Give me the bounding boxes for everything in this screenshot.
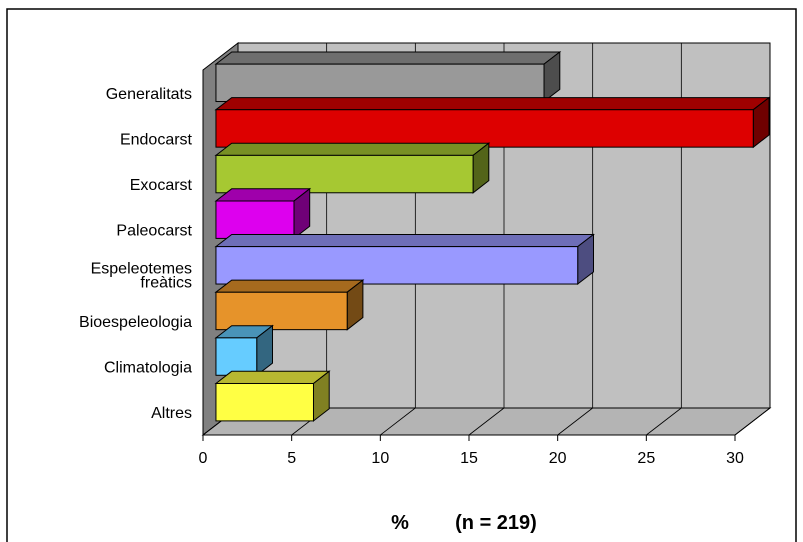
x-tick-label: 0 [199, 450, 208, 467]
bar-front-face [215, 291, 348, 331]
bar-front-face [215, 154, 474, 194]
x-tick-label: 15 [460, 450, 478, 467]
bar-top-face [214, 279, 365, 293]
bar [214, 324, 274, 377]
x-tick-label: 30 [726, 450, 744, 467]
bar-top-face [214, 97, 771, 111]
bar [214, 233, 595, 286]
category-label: Bioespeleologia [79, 314, 192, 331]
x-axis-label-percent: % [391, 512, 409, 534]
bar-top-face [214, 234, 595, 248]
bar [214, 279, 365, 331]
floor-grid-line [734, 407, 771, 436]
category-label-line: Espeleotemes [91, 260, 192, 277]
category-label: Endocarst [120, 131, 193, 148]
category-label: Espeleotemes freàtics [91, 260, 192, 291]
category-label: Paleocarst [116, 223, 192, 240]
bar-front-face [215, 109, 754, 148]
x-tick-label: 5 [287, 450, 296, 467]
bar-top-face [214, 370, 331, 384]
bar-front-face [215, 382, 314, 422]
x-tick-label: 10 [371, 450, 389, 467]
bars [214, 50, 771, 422]
category-labels: Generalitats Endocarst Exocarst Paleocarst E… [79, 86, 193, 422]
floor-grid-line [468, 407, 505, 436]
category-label: Generalitats [106, 86, 192, 103]
floor-grid-line [646, 407, 682, 436]
bar-front-face [215, 337, 258, 376]
bar [214, 187, 312, 240]
bar-front-face [215, 246, 579, 285]
x-axis-label-n: (n = 219) [455, 512, 537, 534]
x-tick-labels: 0 5 10 15 20 25 30 [199, 450, 744, 467]
bar-top-face [214, 51, 562, 65]
bar [214, 96, 771, 149]
bar-top-face [214, 142, 491, 156]
x-tick-label: 20 [549, 450, 567, 467]
category-label: Exocarst [130, 177, 193, 194]
bar-front-face [215, 200, 295, 239]
category-label-line: freàtics [140, 274, 192, 291]
bar [214, 370, 331, 422]
bar-front-face [215, 63, 545, 103]
category-label: Altres [151, 405, 192, 422]
x-tick-label: 25 [637, 450, 655, 467]
category-label: Climatologia [104, 360, 192, 377]
floor-grid-line [380, 407, 416, 436]
bar [214, 142, 491, 194]
bar [214, 50, 562, 103]
floor-grid-line [557, 407, 593, 436]
